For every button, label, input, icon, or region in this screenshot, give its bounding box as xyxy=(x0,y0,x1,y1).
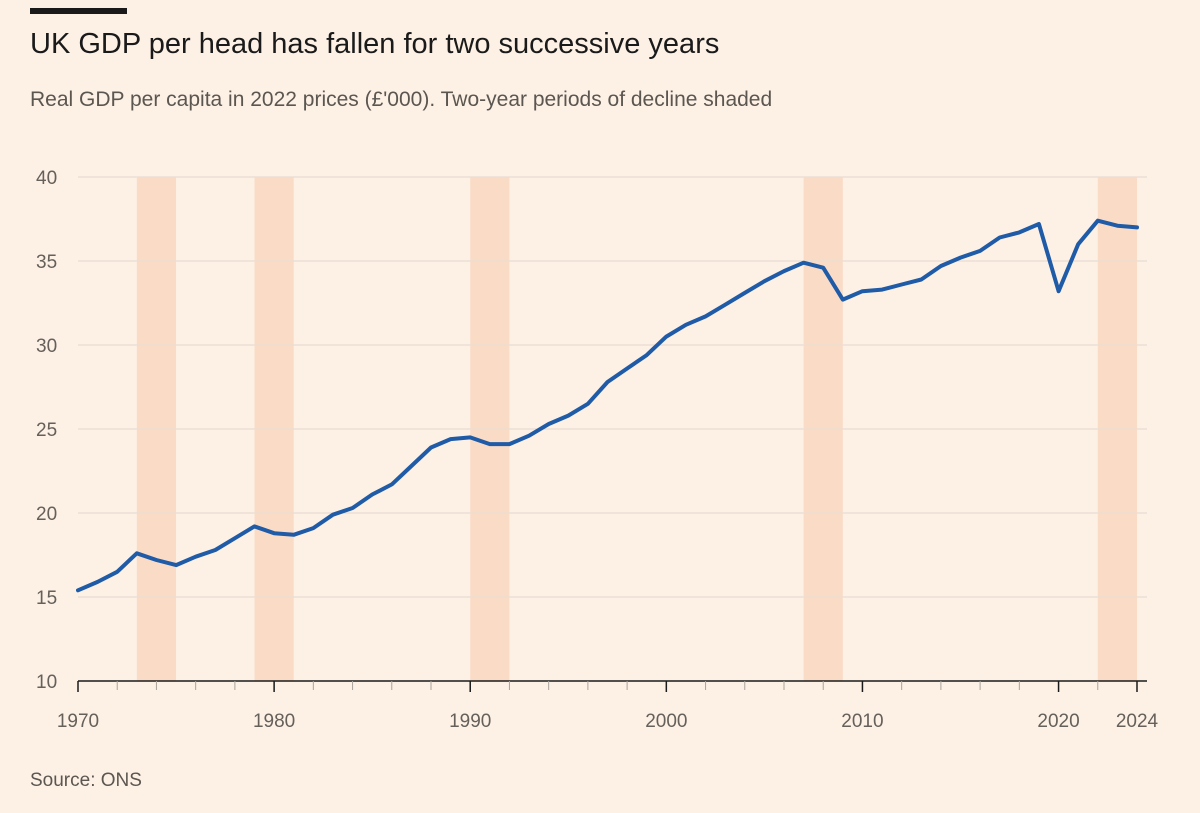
x-tick-label-1990: 1990 xyxy=(449,711,491,732)
y-tick-label-15: 15 xyxy=(36,588,57,609)
chart-subtitle: Real GDP per capita in 2022 prices (£'00… xyxy=(30,88,773,111)
series-lines xyxy=(76,218,1139,593)
y-tick-label-35: 35 xyxy=(36,252,57,273)
x-tick-label-2020: 2020 xyxy=(1037,711,1079,732)
series-line-1 xyxy=(76,218,1139,593)
x-tick-label-2024: 2024 xyxy=(1116,711,1159,732)
x-tick-label-1970: 1970 xyxy=(57,711,99,732)
source-note: Source: ONS xyxy=(30,770,142,791)
y-tick-label-20: 20 xyxy=(36,504,57,525)
y-tick-label-10: 10 xyxy=(36,672,57,693)
x-tick-label-2000: 2000 xyxy=(645,711,687,732)
y-tick-label-25: 25 xyxy=(36,420,57,441)
chart-title: UK GDP per head has fallen for two succe… xyxy=(30,28,720,60)
y-tick-label-30: 30 xyxy=(36,336,57,357)
y-axis-labels: 10 15 20 25 30 35 40 xyxy=(36,168,57,693)
x-tick-label-2010: 2010 xyxy=(841,711,883,732)
x-axis xyxy=(77,680,1147,692)
y-tick-label-40: 40 xyxy=(36,168,57,189)
gridlines xyxy=(78,176,1147,598)
x-axis-labels: 1970 1980 1990 2000 2010 2020 2024 xyxy=(57,711,1159,732)
x-tick-label-1980: 1980 xyxy=(253,711,295,732)
top-accent-bar xyxy=(30,8,127,14)
